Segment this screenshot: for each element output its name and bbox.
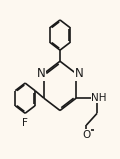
- Text: N: N: [36, 67, 45, 80]
- Text: F: F: [22, 118, 28, 128]
- Text: NH: NH: [91, 93, 107, 103]
- Text: N: N: [75, 67, 84, 80]
- Text: O: O: [82, 130, 90, 140]
